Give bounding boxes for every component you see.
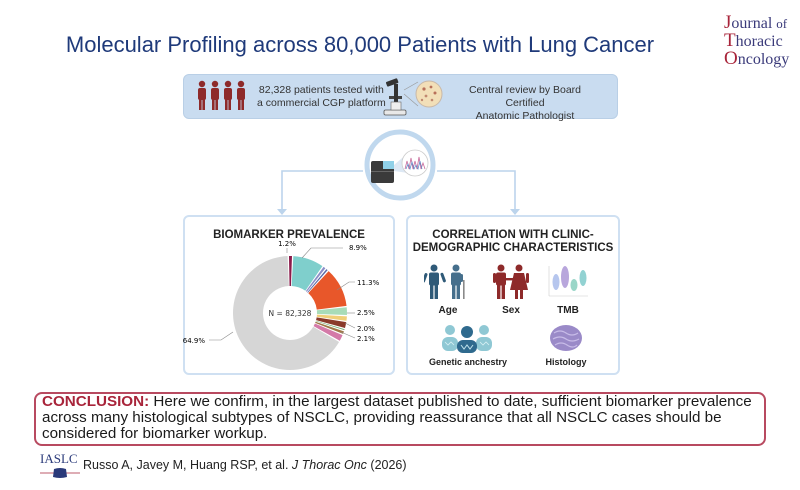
chromatogram-icon (401, 149, 429, 177)
label-64-9: 64.9% (183, 337, 205, 345)
journal-logo: Journal of Thoracic Oncology (724, 12, 790, 69)
people-icon (198, 80, 245, 110)
donut-slice (305, 266, 326, 292)
conclusion-text: CONCLUSION: Here we confirm, in the larg… (42, 393, 752, 442)
label-1-2: 1.2% (278, 240, 296, 248)
correlation-panel (406, 215, 620, 375)
conclusion-heading: CONCLUSION: (42, 393, 150, 410)
arrow-down-right-icon (510, 209, 520, 215)
tmb-label: TMB (557, 305, 579, 316)
correlation-title: CORRELATION WITH CLINIC- DEMOGRAPHIC CHA… (412, 229, 614, 254)
donut-center-label: N = 82,328 (269, 309, 312, 318)
label-2-5: 2.5% (357, 309, 375, 317)
donut-slice (307, 269, 328, 293)
central-review-text: Central review by Board Certified Anatom… (468, 84, 582, 122)
genetic-ancestry-icon (442, 325, 492, 353)
genetic-ancestry-label: Genetic anchestry (428, 357, 508, 367)
lungs-icon (40, 468, 80, 478)
histology-icon (550, 325, 582, 351)
histology-label: Histology (545, 357, 587, 367)
age-icon (424, 264, 465, 299)
donut-slice (316, 314, 347, 321)
donut-slice (316, 307, 347, 315)
donut-slice (316, 317, 347, 328)
citation: Russo A, Javey M, Huang RSP, et al. J Th… (83, 458, 407, 472)
sex-icon (493, 264, 529, 299)
iaslc-logo: IASLC (40, 451, 80, 483)
violin-plot-icon (548, 266, 588, 297)
donut-slice (288, 256, 292, 287)
sequencer-icon (371, 161, 394, 183)
donut-slice (291, 256, 323, 291)
page-title: Molecular Profiling across 80,000 Patien… (65, 32, 655, 57)
label-2-1: 2.1% (357, 335, 375, 343)
donut-slice (313, 323, 343, 341)
conclusion-box (34, 392, 766, 446)
donut-slice (315, 321, 344, 334)
donut-slice (315, 320, 345, 331)
age-label: Age (438, 305, 458, 316)
workflow-connector (277, 129, 520, 215)
sex-label: Sex (502, 305, 520, 316)
label-8-9: 8.9% (349, 244, 367, 252)
label-11-3: 11.3% (357, 279, 380, 287)
biomarker-donut-chart: 1.2% 8.9% 11.3% 2.5% 2.0% 2.1% 64.9% N =… (183, 240, 380, 370)
biomarker-prevalence-title: BIOMARKER PREVALENCE (213, 229, 365, 241)
donut-slice (308, 271, 347, 310)
patients-tested-text: 82,328 patients tested with a commercial… (257, 84, 386, 109)
tissue-icon (415, 80, 443, 108)
arrow-down-left-icon (277, 209, 287, 215)
microscope-icon (383, 78, 443, 116)
label-2-0: 2.0% (357, 325, 375, 333)
donut-slice (233, 256, 340, 370)
